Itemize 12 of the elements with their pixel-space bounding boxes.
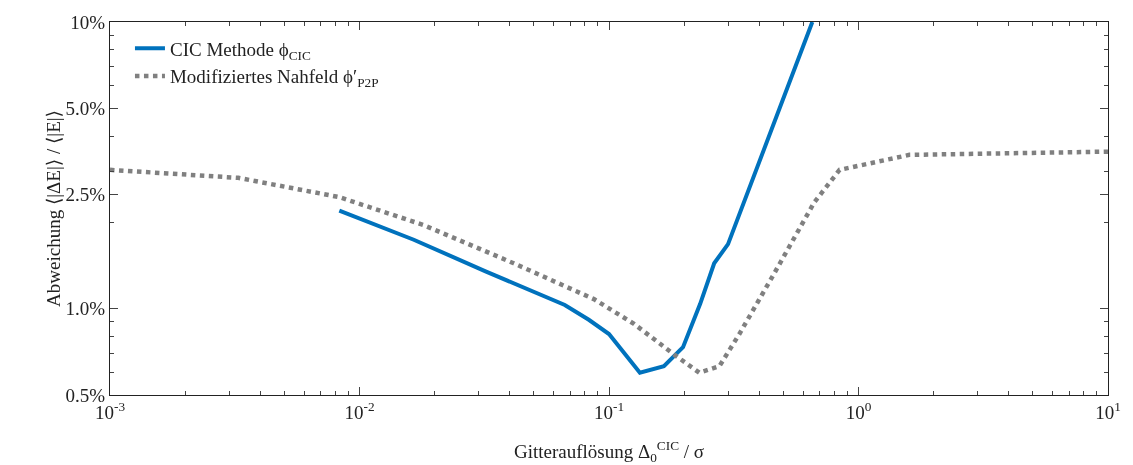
y-tick-label: 2.5% [65,184,106,206]
legend-label: CIC Methode ϕ$_{CIC}$ [169,38,311,63]
y-tick-label: 5.0% [65,97,106,119]
y-axis-title: Abweichung ⟨|ΔE|⟩ / ⟨|E|⟩ [42,110,64,307]
x-tick-label: 10$^{0}$ [845,398,872,423]
y-tick-label: 1.0% [65,298,106,320]
legend-label: Modifiziertes Nahfeld ϕ′$_{P2P}$ [169,66,379,91]
x-tick-label: 10$^{-1}$ [593,398,625,423]
x-tick-label: 10$^{-2}$ [344,398,375,423]
x-axis-title: Gitterauflösung Δ$_{0}$$^{CIC}$ / σ [513,438,705,465]
x-tick-label: 10$^{1}$ [1095,398,1121,423]
y-tick-label: 10% [70,11,106,33]
